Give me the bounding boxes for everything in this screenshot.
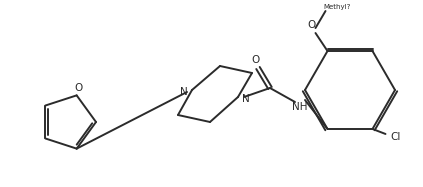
Text: O: O — [74, 83, 83, 93]
Text: O: O — [308, 20, 316, 30]
Text: NH: NH — [292, 102, 308, 112]
Text: O: O — [251, 55, 259, 65]
Text: Cl: Cl — [390, 132, 401, 142]
Text: Methyl?: Methyl? — [324, 4, 351, 10]
Text: N: N — [242, 94, 250, 104]
Text: N: N — [180, 87, 188, 97]
